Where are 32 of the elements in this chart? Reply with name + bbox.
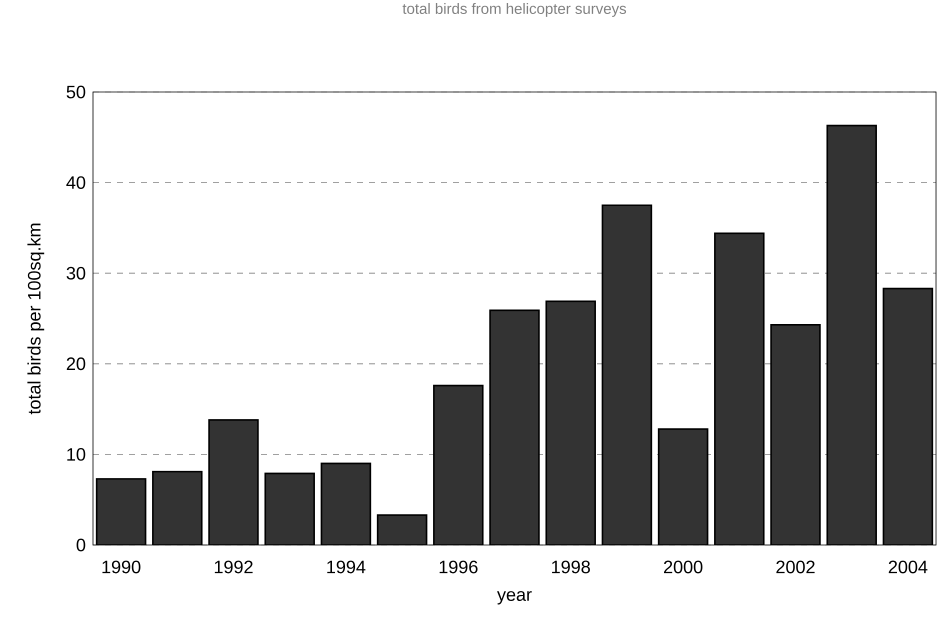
y-tick-label: 50 <box>66 86 86 98</box>
y-tick-label: 10 <box>67 448 86 461</box>
bar <box>771 324 820 546</box>
bar <box>434 386 483 546</box>
bar <box>152 472 202 546</box>
bar <box>658 429 708 546</box>
x-tick-label: 1996 <box>440 560 478 574</box>
x-tick-label: 1990 <box>102 560 140 574</box>
x-tick-label: 1994 <box>327 560 366 574</box>
bar <box>321 463 370 546</box>
bar <box>96 478 146 546</box>
chart-title: total birds from helicopter surveys <box>402 2 626 17</box>
y-tick-label: 0 <box>76 538 86 552</box>
y-tick-label: 40 <box>66 176 86 189</box>
x-tick-label: 2002 <box>776 560 815 574</box>
bar <box>827 126 876 546</box>
bar <box>714 233 764 546</box>
bar <box>209 420 258 546</box>
y-tick-label: 20 <box>66 357 86 370</box>
bar <box>490 310 539 546</box>
bar <box>882 288 934 546</box>
x-tick-label: 2000 <box>664 560 702 574</box>
bar <box>546 301 596 546</box>
bar <box>378 515 427 546</box>
x-tick-label: 1998 <box>552 560 590 574</box>
x-tick-label: 1992 <box>214 560 253 574</box>
x-tick-label: 2004 <box>888 560 928 574</box>
bar <box>602 205 652 546</box>
y-axis-title: total birds per 100sq.km <box>27 224 44 414</box>
y-tick-label: 30 <box>66 266 86 280</box>
bar <box>265 473 314 546</box>
x-axis-title: year <box>497 591 532 604</box>
